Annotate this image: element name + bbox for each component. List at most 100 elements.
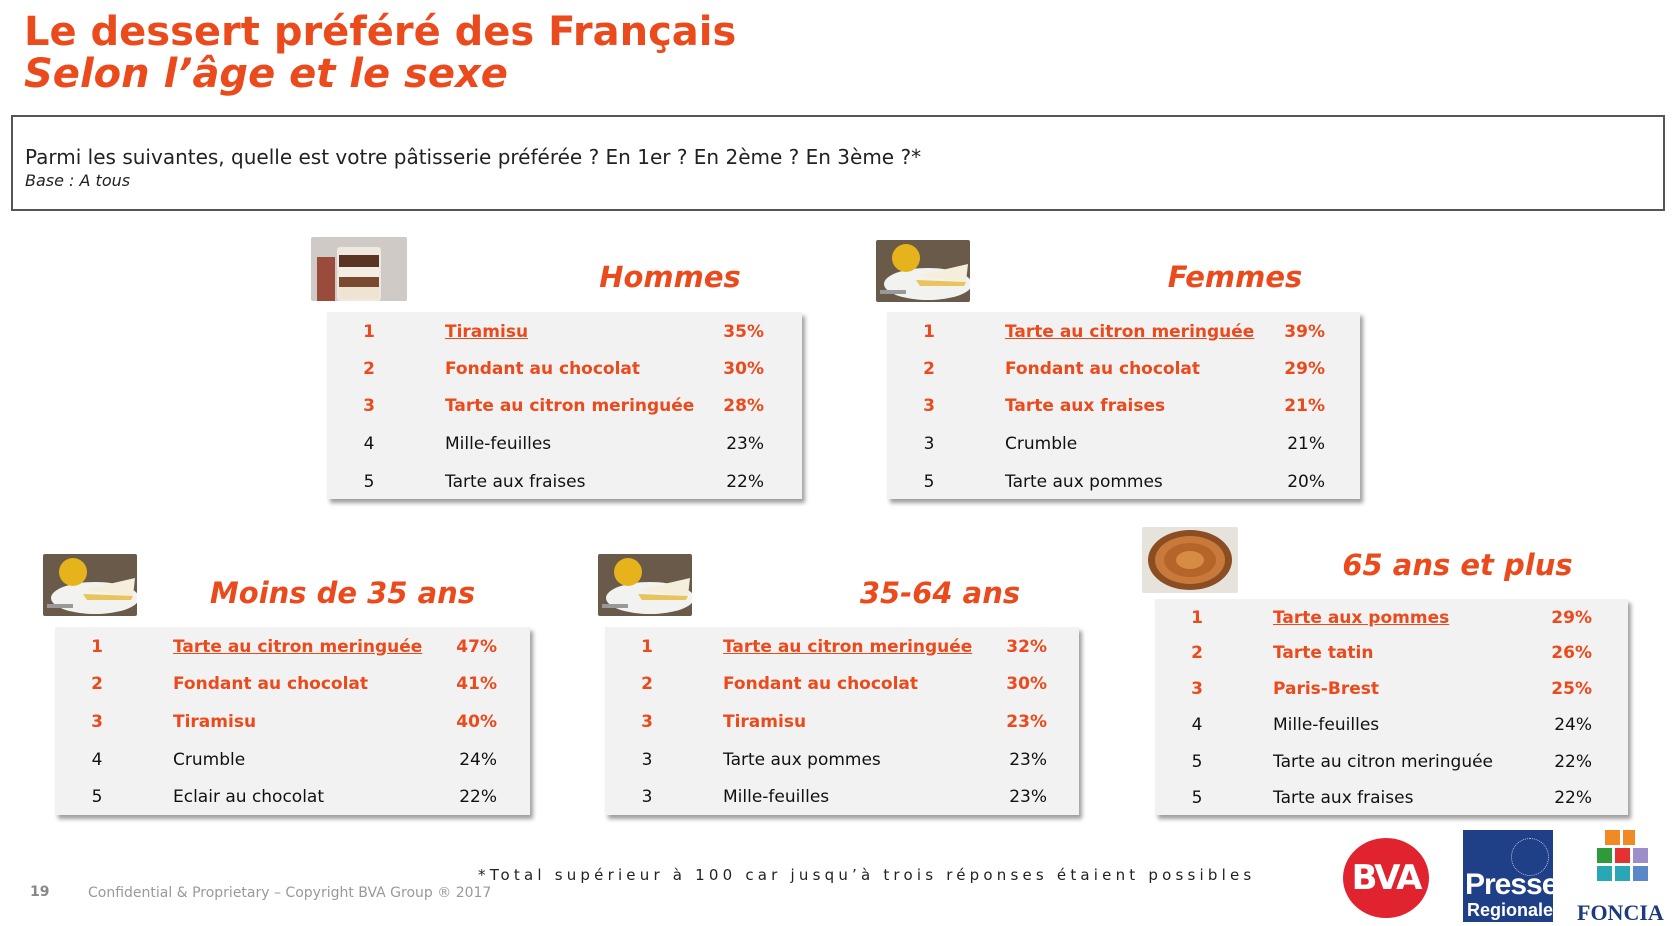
table-row: 4 Mille-feuilles 23% [327, 425, 802, 462]
rank-label: 3 [91, 712, 103, 732]
dessert-name: Mille-feuilles [1273, 715, 1380, 735]
group-title-hommes: Hommes [599, 260, 741, 294]
presse-logo-line1: Presse [1465, 868, 1553, 901]
dessert-name: Mille-feuilles [445, 434, 552, 454]
rank-label: 5 [1191, 752, 1203, 772]
table-moins-35: 1 Tarte au citron meringuée 47% 2 Fondan… [55, 627, 530, 815]
page-number: 19 [30, 884, 50, 900]
dessert-name: Tiramisu [723, 712, 807, 732]
rank-label: 3 [641, 712, 653, 732]
table-row: 3 Tiramisu 40% [55, 703, 530, 740]
foncia-square-icon [1615, 848, 1630, 863]
dessert-name: Tarte aux fraises [445, 472, 586, 492]
rank-label: 3 [923, 434, 935, 454]
rank-label: 1 [363, 322, 375, 342]
percent-value: 32% [1006, 637, 1047, 657]
percent-value: 22% [459, 787, 497, 807]
footnote: *Total supérieur à 100 car jusqu’à trois… [478, 866, 1256, 884]
percent-value: 22% [1554, 788, 1592, 808]
percent-value: 20% [1287, 472, 1325, 492]
table-row: 5 Tarte aux pommes 20% [887, 463, 1360, 500]
percent-value: 35% [723, 322, 764, 342]
dessert-name: Tarte aux fraises [1005, 396, 1166, 416]
presse-logo-line2: Regionale [1467, 900, 1553, 920]
lemon-tart-photo-icon [876, 240, 970, 302]
dessert-name: Tarte au citron meringuée [723, 637, 973, 657]
question-text: Parmi les suivantes, quelle est votre pâ… [25, 145, 922, 169]
table-row: 3 Tarte au citron meringuée 28% [327, 387, 802, 424]
percent-value: 30% [1006, 674, 1047, 694]
table-row: 2 Fondant au chocolat 30% [327, 350, 802, 387]
page-title: Le dessert préféré des Français [24, 9, 737, 55]
rank-label: 5 [91, 787, 103, 807]
group-title-65-plus: 65 ans et plus [1342, 548, 1573, 582]
rank-label: 4 [363, 434, 375, 454]
apple-tart-photo-icon [1142, 527, 1238, 593]
rank-label: 2 [91, 674, 103, 694]
table-row: 1 Tarte au citron meringuée 47% [55, 628, 530, 665]
percent-value: 30% [723, 359, 764, 379]
percent-value: 29% [1551, 608, 1592, 628]
percent-value: 29% [1284, 359, 1325, 379]
table-row: 2 Fondant au chocolat 29% [887, 350, 1360, 387]
table-row: 3 Mille-feuilles 23% [605, 778, 1079, 815]
rank-label: 5 [363, 472, 375, 492]
table-row: 5 Tarte aux fraises 22% [327, 463, 802, 500]
table-row: 3 Tarte aux fraises 21% [887, 387, 1360, 424]
table-row: 5 Eclair au chocolat 22% [55, 778, 530, 815]
rank-label: 2 [923, 359, 935, 379]
rank-label: 1 [923, 322, 935, 342]
percent-value: 21% [1287, 434, 1325, 454]
percent-value: 21% [1284, 396, 1325, 416]
table-row: 3 Tiramisu 23% [605, 703, 1079, 740]
percent-value: 41% [456, 674, 497, 694]
rank-label: 2 [641, 674, 653, 694]
percent-value: 24% [459, 750, 497, 770]
group-title-femmes: Femmes [1167, 260, 1303, 294]
dessert-name: Crumble [1005, 434, 1078, 454]
dessert-name: Tiramisu [173, 712, 257, 732]
dessert-name: Tarte aux pommes [1005, 472, 1163, 492]
table-row: 2 Tarte tatin 26% [1155, 634, 1628, 671]
copyright: Confidential & Proprietary – Copyright B… [88, 885, 492, 901]
dessert-name: Tarte au citron meringuée [1273, 752, 1494, 772]
star-emblem-icon [1511, 838, 1549, 876]
dessert-name: Tarte au citron meringuée [1005, 322, 1255, 342]
table-row: 3 Tarte aux pommes 23% [605, 741, 1079, 778]
group-title-35-64: 35-64 ans [859, 576, 1021, 610]
percent-value: 47% [456, 637, 497, 657]
table-row: 4 Mille-feuilles 24% [1155, 706, 1628, 743]
dessert-name: Tiramisu [445, 322, 529, 342]
percent-value: 22% [1554, 752, 1592, 772]
table-row: 2 Fondant au chocolat 41% [55, 665, 530, 702]
dessert-name: Tarte au citron meringuée [445, 396, 695, 416]
dessert-name: Tarte aux fraises [1273, 788, 1414, 808]
rank-label: 5 [1191, 788, 1203, 808]
percent-value: 22% [726, 472, 764, 492]
dessert-name: Paris-Brest [1273, 679, 1379, 699]
foncia-square-icon [1597, 866, 1612, 881]
rank-label: 4 [1191, 715, 1203, 735]
table-65-plus: 1 Tarte aux pommes 29% 2 Tarte tatin 26%… [1155, 599, 1628, 815]
table-row: 1 Tarte aux pommes 29% [1155, 599, 1628, 636]
rank-label: 3 [641, 787, 653, 807]
question-box: Parmi les suivantes, quelle est votre pâ… [11, 115, 1665, 211]
percent-value: 23% [1009, 787, 1047, 807]
dessert-name: Fondant au chocolat [445, 359, 641, 379]
table-row: 5 Tarte aux fraises 22% [1155, 779, 1628, 816]
foncia-square-icon [1605, 830, 1620, 845]
percent-value: 23% [1009, 750, 1047, 770]
table-row: 2 Fondant au chocolat 30% [605, 665, 1079, 702]
rank-label: 1 [641, 637, 653, 657]
page-subtitle: Selon l’âge et le sexe [24, 51, 508, 97]
table-row: 3 Paris-Brest 25% [1155, 670, 1628, 707]
bva-logo-text: BVA [1351, 858, 1423, 898]
dessert-name: Fondant au chocolat [1005, 359, 1201, 379]
rank-label: 2 [1191, 643, 1203, 663]
table-row: 1 Tarte au citron meringuée 39% [887, 313, 1360, 350]
table-femmes: 1 Tarte au citron meringuée 39% 2 Fondan… [887, 312, 1360, 499]
table-row: 3 Crumble 21% [887, 425, 1360, 462]
foncia-logo: FONCIA [1575, 828, 1673, 925]
table-35-64: 1 Tarte au citron meringuée 32% 2 Fondan… [605, 627, 1079, 815]
dessert-name: Tarte aux pommes [1273, 608, 1450, 628]
